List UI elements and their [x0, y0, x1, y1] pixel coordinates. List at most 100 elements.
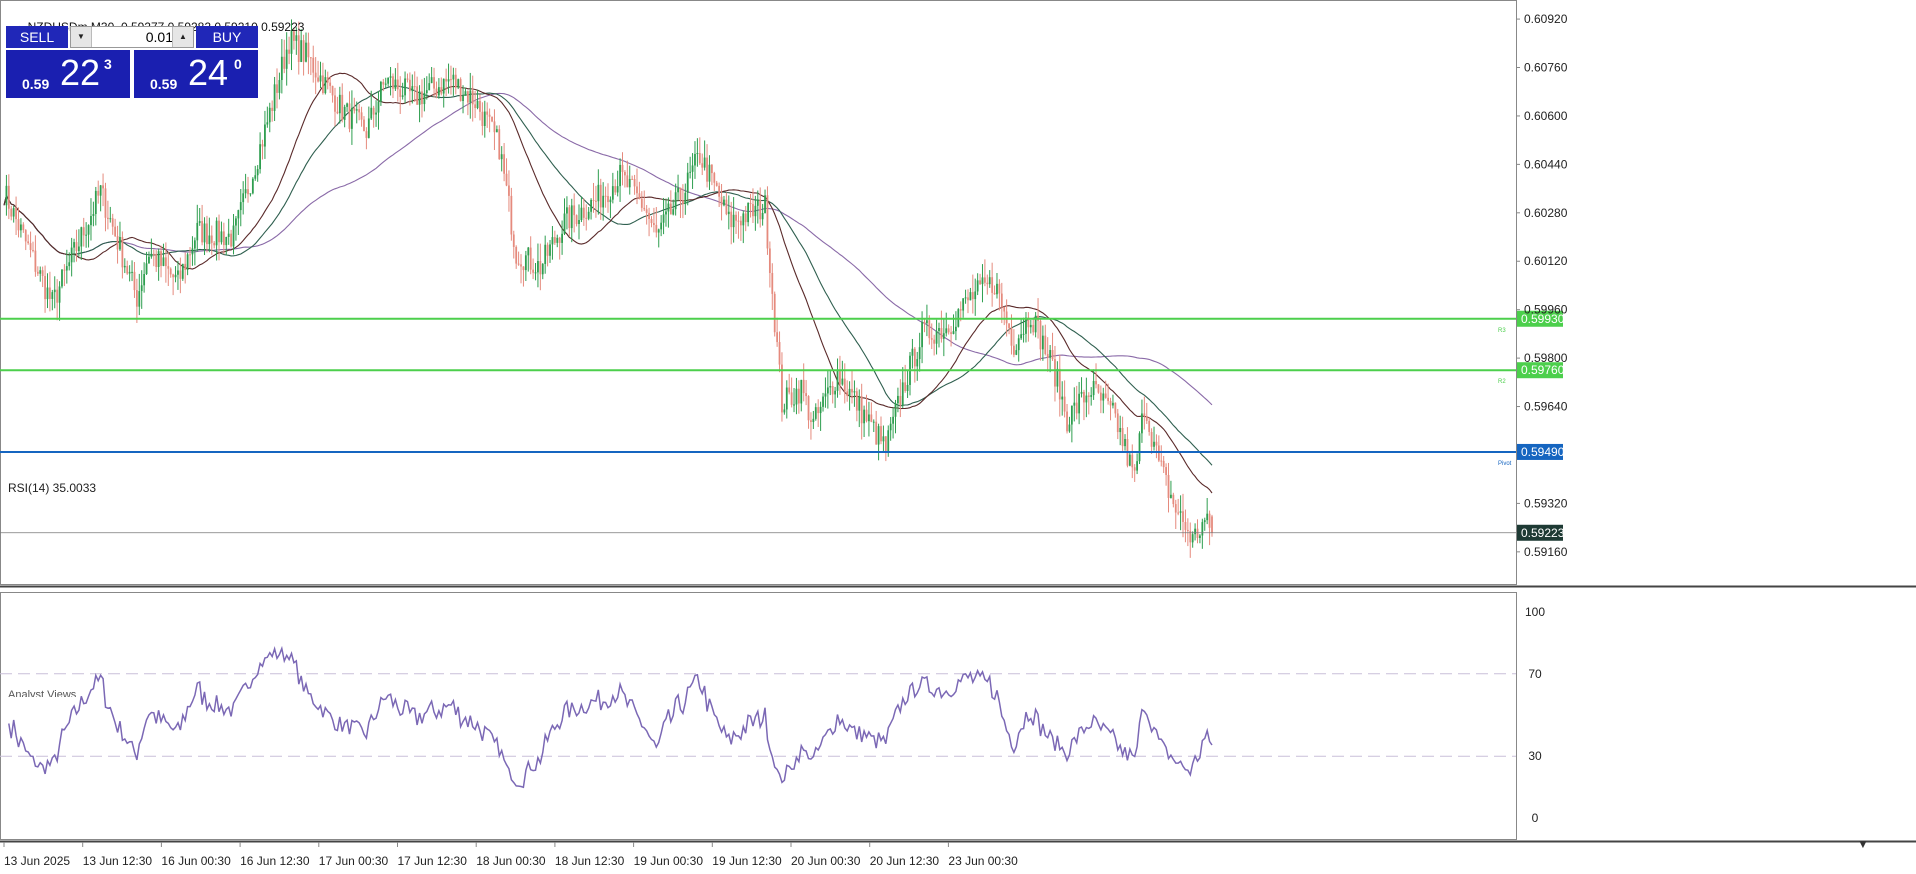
candle-body [805, 393, 808, 397]
candle-body [904, 382, 907, 391]
lot-increase-icon[interactable]: ▲ [172, 27, 193, 47]
candle-body [365, 131, 368, 138]
candle-body [955, 326, 957, 332]
candle-body [679, 187, 682, 201]
sell-price-button[interactable]: 0.59 22 3 [6, 50, 130, 98]
candle-body [181, 263, 184, 279]
candle-body [752, 204, 754, 217]
candle-body [1017, 338, 1020, 351]
candle-body [1015, 350, 1018, 355]
candle-body [739, 220, 742, 226]
candle-body [996, 283, 998, 295]
candle-body [950, 332, 952, 334]
candle-body [945, 328, 948, 334]
candle-body [491, 116, 493, 122]
candle-body [372, 107, 375, 115]
candle-body [776, 332, 779, 343]
candle-body [710, 164, 713, 174]
candle-body [348, 103, 351, 129]
lot-size-input[interactable] [93, 28, 173, 46]
candle-body [116, 236, 119, 250]
time-axis: 13 Jun 2025 13 Jun 12:30 16 Jun 00:30 16 Ju… [3, 842, 1018, 868]
candle-body [452, 74, 455, 80]
candle-body [486, 111, 489, 115]
candle-body [901, 382, 904, 406]
candle-body [280, 56, 283, 81]
candle-body [590, 199, 592, 212]
candle-body [831, 386, 834, 395]
rsi-indicator [0, 645, 1516, 789]
candle-body [713, 173, 716, 183]
candle-body [271, 107, 274, 111]
candle-body [1008, 323, 1010, 328]
candle-body [1087, 395, 1090, 397]
candle-body [169, 268, 172, 275]
analyst-views-tab[interactable]: Analyst Views [8, 689, 77, 697]
candle-body [411, 86, 414, 92]
candle-body [239, 202, 242, 211]
sell-button[interactable]: SELL [6, 26, 68, 48]
candle-body [157, 251, 160, 267]
candle-body [394, 79, 397, 89]
candle-body [428, 83, 431, 91]
candle-body [1034, 315, 1037, 333]
buy-button[interactable]: BUY [196, 26, 258, 48]
candle-body [810, 420, 812, 423]
candle-body [694, 153, 696, 166]
candle-body [1133, 467, 1136, 471]
candle-body [541, 263, 544, 275]
candle-body [1000, 293, 1003, 308]
candle-body [87, 225, 90, 235]
candle-body [329, 82, 332, 86]
candle-body [1211, 516, 1213, 533]
candle-body [916, 359, 919, 367]
candle-body [343, 106, 346, 120]
candle-body [624, 171, 626, 176]
candle-body [638, 193, 641, 199]
candle-body [580, 207, 583, 221]
price-tick: 0.59320 [1524, 496, 1568, 510]
candle-body [505, 173, 508, 186]
scroll-down-icon[interactable]: ▼ [1857, 837, 1869, 851]
candle-body [1119, 428, 1122, 433]
candle-body [865, 409, 868, 422]
candle-body [1078, 393, 1081, 414]
candle-body [727, 211, 730, 215]
candle-body [609, 199, 612, 203]
candle-body [63, 269, 66, 271]
candle-body [389, 76, 392, 78]
candle-body [621, 164, 624, 172]
lot-decrease-icon[interactable]: ▼ [71, 27, 92, 47]
candle-body [737, 220, 740, 222]
candle-body [884, 436, 887, 451]
candle-body [1112, 402, 1114, 406]
candle-body [761, 213, 764, 220]
candle-body [94, 190, 97, 215]
candle-body [1138, 433, 1141, 462]
candle-body [1182, 511, 1184, 522]
candle-body [534, 272, 537, 274]
time-tick: 18 Jun 00:30 [476, 854, 546, 868]
price-tick: 0.60920 [1524, 12, 1568, 26]
candle-body [553, 237, 556, 243]
candle-body [266, 122, 269, 125]
level-price-label: 0.59490 [1521, 445, 1565, 459]
candle-body [607, 196, 609, 203]
candle-body [1150, 431, 1153, 447]
candle-body [667, 203, 670, 212]
candle-body [24, 230, 27, 242]
candle-body [1049, 350, 1052, 358]
candle-body [273, 84, 276, 111]
candle-body [578, 220, 580, 225]
candle-body [851, 388, 853, 393]
candle-body [568, 207, 571, 229]
candle-body [331, 85, 334, 96]
candle-body [913, 348, 916, 367]
candle-body [481, 111, 484, 127]
candle-body [184, 263, 187, 270]
candle-body [1203, 520, 1206, 523]
candle-body [633, 179, 636, 187]
buy-price-button[interactable]: 0.59 24 0 [134, 50, 258, 98]
candle-body [911, 348, 914, 356]
